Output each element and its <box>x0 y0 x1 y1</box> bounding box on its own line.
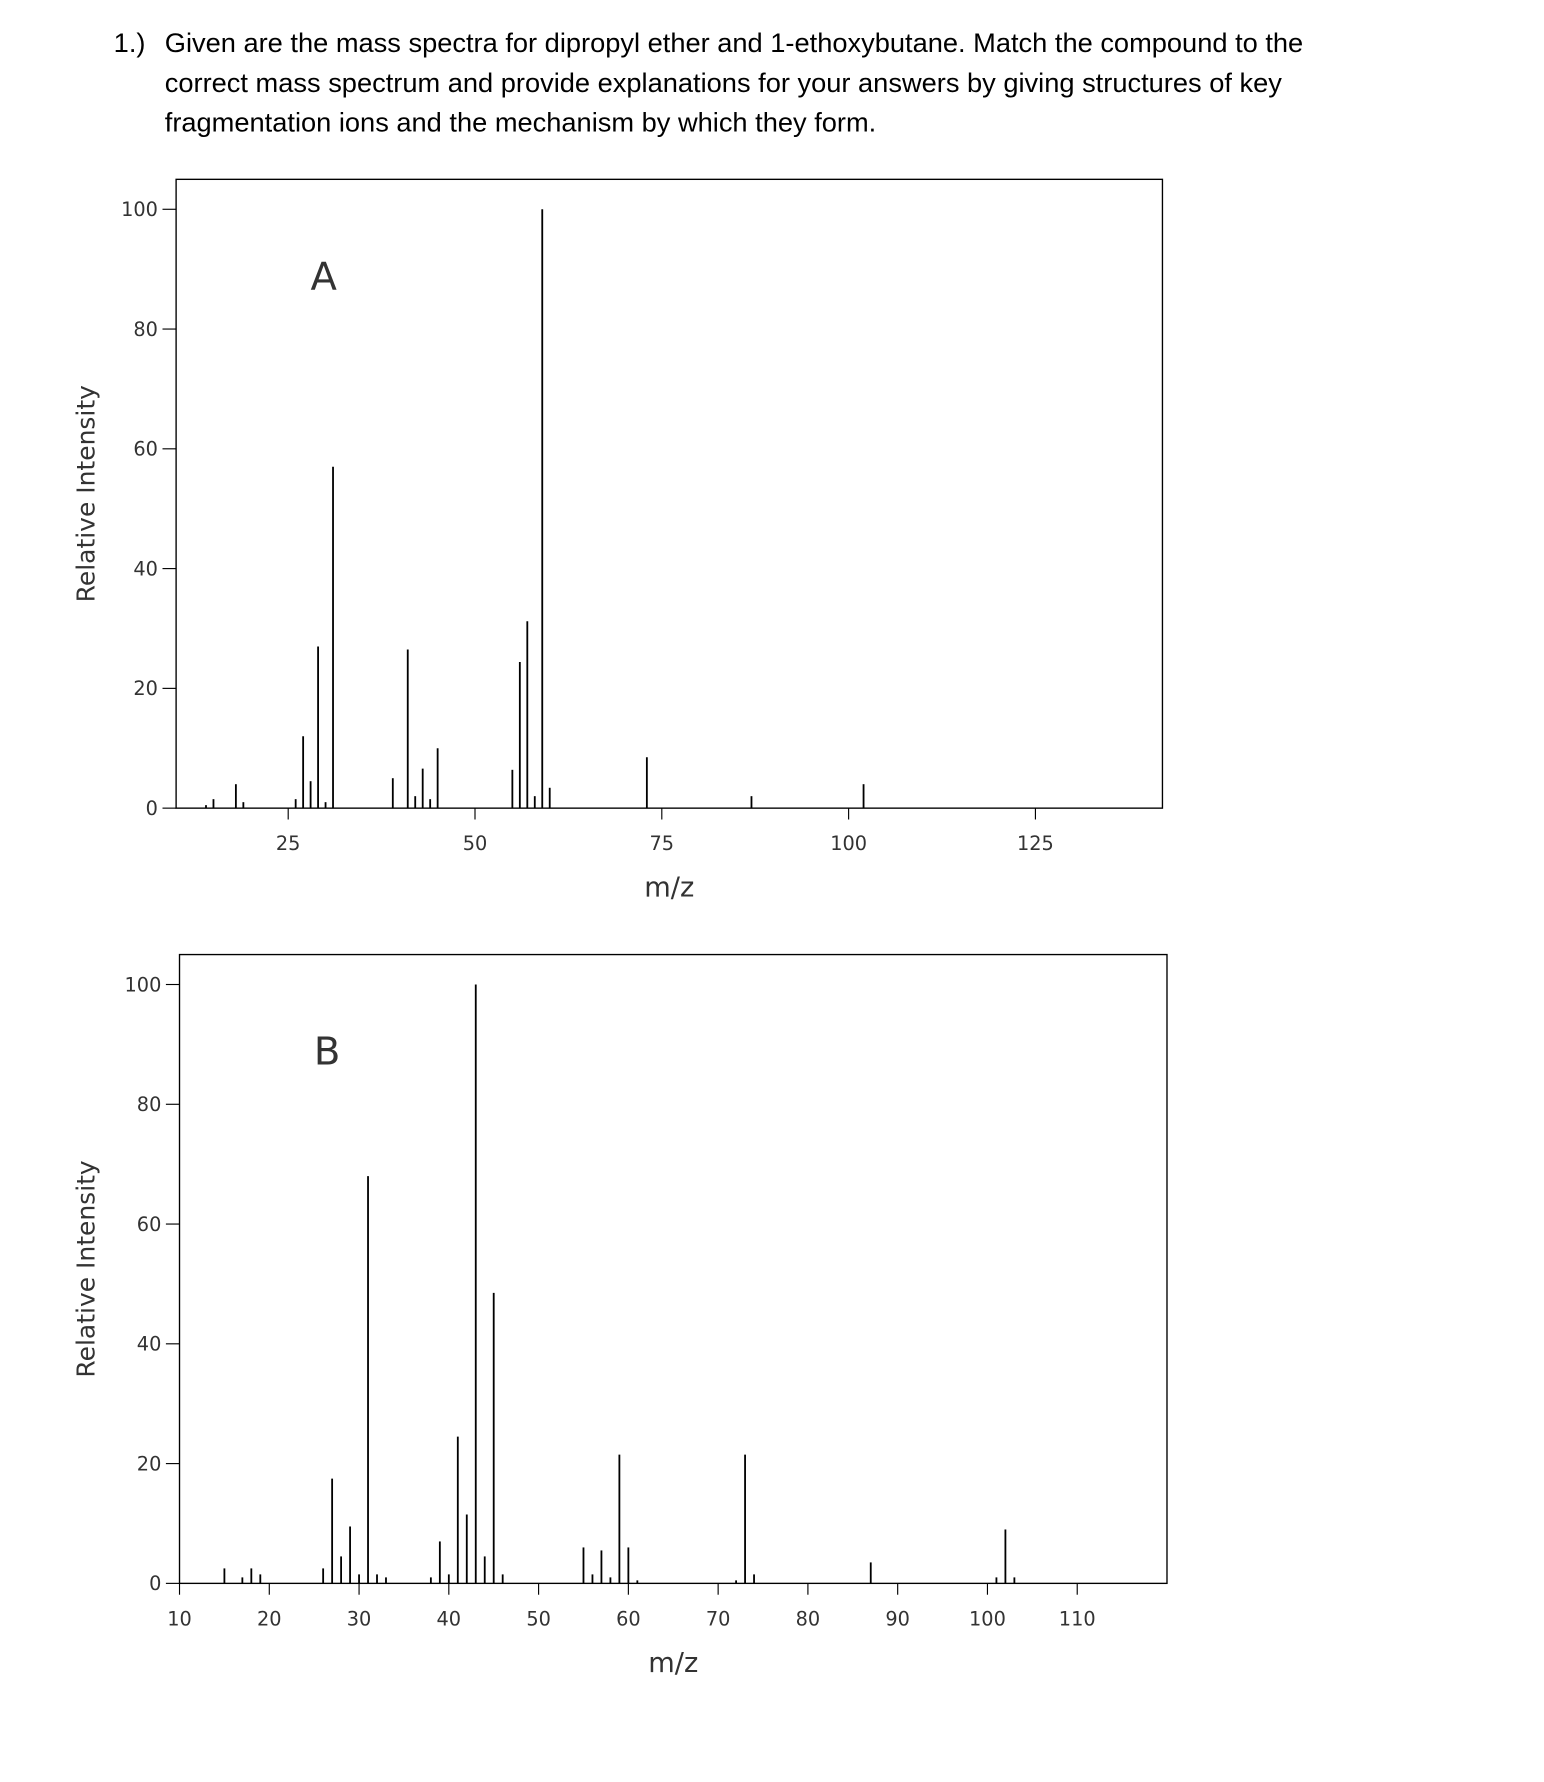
y-tick-label: 100 <box>121 198 158 221</box>
question-line: Given are the mass spectra for dipropyl … <box>165 27 1303 58</box>
plot-frame <box>175 178 1164 809</box>
y-tick-label: 20 <box>133 677 158 700</box>
x-axis-label: m/z <box>648 1648 698 1679</box>
question-line: correct mass spectrum and provide explan… <box>165 67 1282 98</box>
x-axis-label: m/z <box>644 873 694 904</box>
panel-label: A <box>310 254 337 299</box>
y-tick-label: 100 <box>125 973 162 996</box>
y-tick-label: 0 <box>146 797 158 820</box>
y-tick-label: 0 <box>149 1572 161 1595</box>
x-tick-label: 40 <box>437 1607 462 1630</box>
x-tick-label: 25 <box>276 832 301 855</box>
x-tick-label: 80 <box>796 1607 821 1630</box>
x-tick-label: 90 <box>885 1607 910 1630</box>
y-tick-label: 60 <box>137 1213 162 1236</box>
x-tick-label: 75 <box>650 832 675 855</box>
y-tick-label: 80 <box>137 1093 162 1116</box>
x-tick-label: 70 <box>706 1607 731 1630</box>
y-tick-label: 20 <box>137 1452 162 1475</box>
y-tick-label: 40 <box>137 1333 162 1356</box>
x-tick-label: 20 <box>257 1607 282 1630</box>
x-tick-label: 100 <box>830 832 867 855</box>
y-axis-label: Relative Intensity <box>71 385 100 603</box>
x-tick-label: 60 <box>616 1607 641 1630</box>
x-tick-label: 10 <box>167 1607 192 1630</box>
question-line: fragmentation ions and the mechanism by … <box>165 107 876 138</box>
plot-frame <box>178 953 1168 1585</box>
x-tick-label: 100 <box>969 1607 1006 1630</box>
y-tick-label: 60 <box>133 438 158 461</box>
x-tick-label: 30 <box>347 1607 372 1630</box>
panel-label: B <box>314 1030 340 1075</box>
question-number: 1.) <box>114 27 146 58</box>
x-tick-label: 125 <box>1017 832 1054 855</box>
x-tick-label: 110 <box>1059 1607 1096 1630</box>
y-axis-label: Relative Intensity <box>71 1160 100 1378</box>
x-tick-label: 50 <box>463 832 488 855</box>
x-tick-label: 50 <box>526 1607 551 1630</box>
y-tick-label: 40 <box>133 557 158 580</box>
y-tick-label: 80 <box>133 318 158 341</box>
